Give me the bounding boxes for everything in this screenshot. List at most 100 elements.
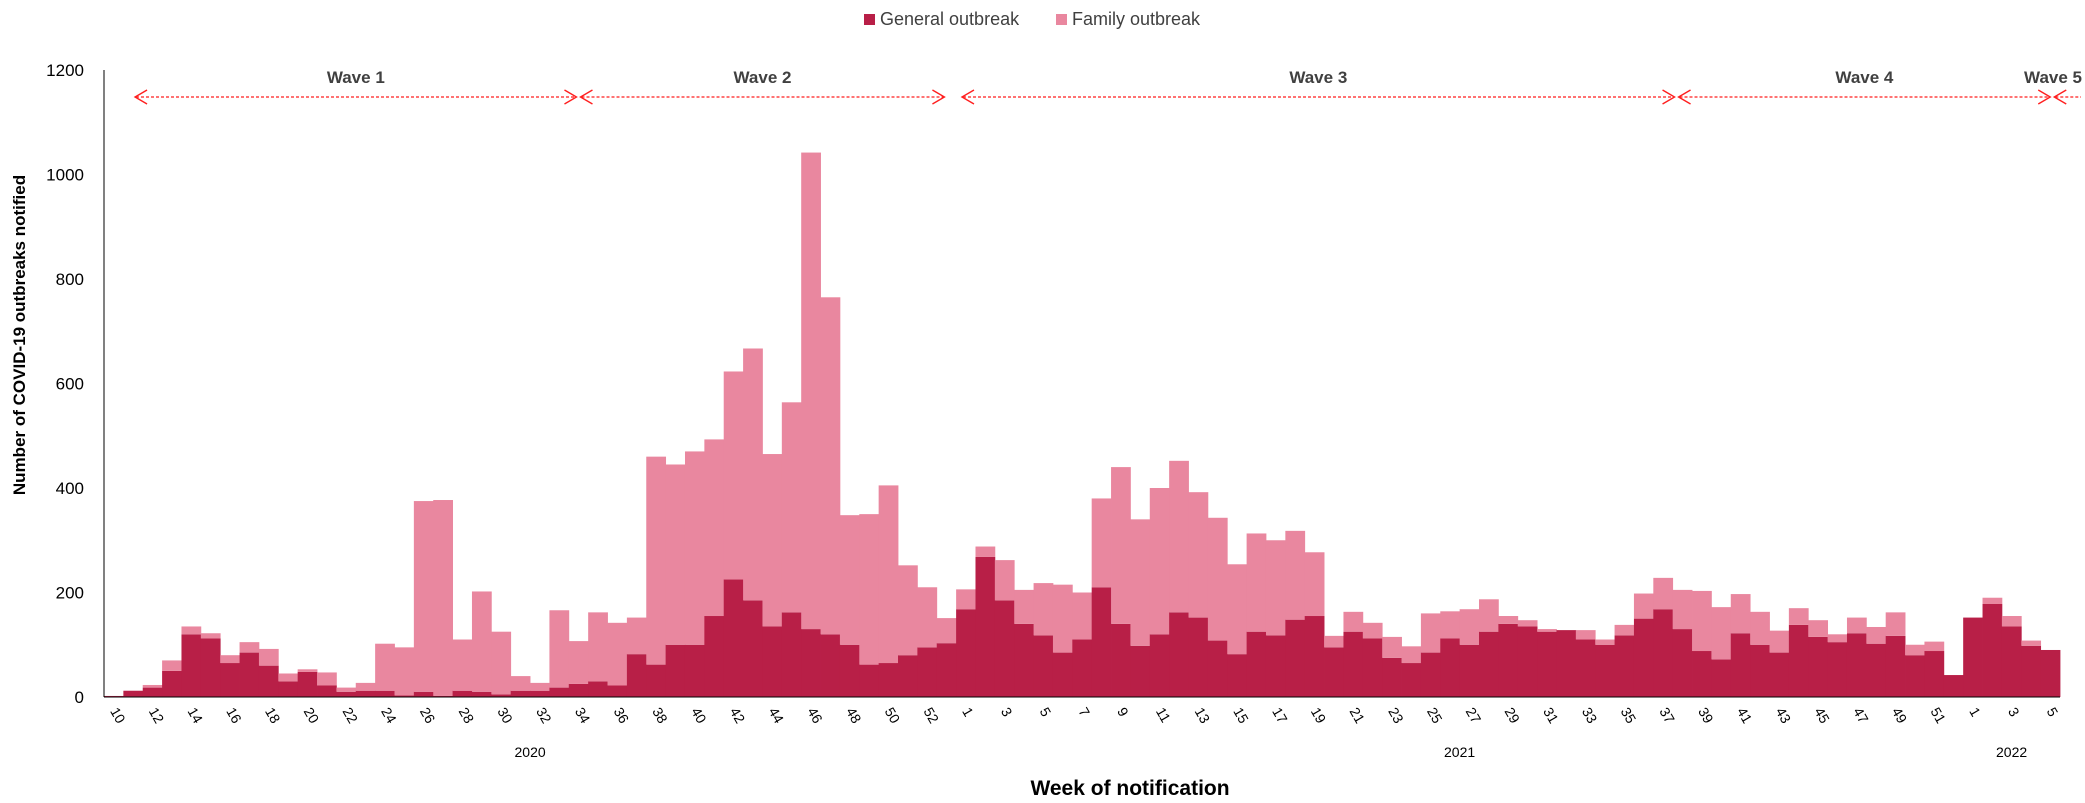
bar-family-outbreak [1285, 530, 1306, 620]
bar-general-outbreak [1188, 617, 1209, 697]
x-tick-label: 47 [1850, 705, 1872, 727]
bar-general-outbreak [1885, 635, 1906, 697]
x-tick-label: 13 [1192, 705, 1214, 727]
bar-family-outbreak [375, 643, 395, 691]
bar-general-outbreak [123, 690, 144, 697]
bar-general-outbreak [626, 654, 647, 697]
x-tick-label: 9 [1114, 705, 1132, 720]
bar-general-outbreak [1963, 617, 1983, 697]
bar-family-outbreak [336, 687, 357, 692]
x-tick-labels: 10 12 14 16 18 20 22 24 26 28 30 32 34 36 38 40 42 44 46 48… [107, 705, 2061, 727]
bar-family-outbreak [1188, 492, 1209, 618]
x-tick-label: 17 [1269, 705, 1291, 727]
bar-family-outbreak [433, 500, 453, 696]
x-tick-label: 49 [1889, 705, 1911, 727]
wave-label: Wave 4 [1835, 68, 1894, 87]
x-tick-label: 25 [1424, 705, 1446, 727]
wave-arrow-head-right [1662, 89, 1676, 105]
bar-general-outbreak [1052, 652, 1073, 697]
bar-general-outbreak [1672, 629, 1693, 697]
bar-general-outbreak [1014, 623, 1034, 697]
bar-family-outbreak [1304, 552, 1325, 617]
bar-family-outbreak [2021, 640, 2042, 646]
bar-general-outbreak [1265, 635, 1286, 697]
x-tick-label: 10 [107, 705, 129, 727]
bar-family-outbreak [626, 617, 647, 655]
x-tick-label: 50 [882, 705, 904, 727]
bar-general-outbreak [839, 644, 860, 697]
bar-family-outbreak [317, 672, 337, 686]
bar-general-outbreak [646, 664, 667, 697]
bar-family-outbreak [568, 641, 589, 684]
legend-label-general: General outbreak [880, 9, 1020, 29]
bar-family-outbreak [588, 612, 608, 682]
bar-family-outbreak [162, 660, 182, 671]
bar-family-outbreak [1324, 635, 1344, 648]
bar-general-outbreak [1711, 659, 1732, 697]
bar-family-outbreak [1227, 564, 1248, 655]
bar-family-outbreak [936, 618, 957, 644]
bar-general-outbreak [1498, 623, 1519, 697]
bar-family-outbreak [1265, 540, 1286, 636]
bar-general-outbreak [994, 600, 1015, 697]
bar-general-outbreak [1575, 639, 1596, 697]
bar-family-outbreak [1537, 629, 1557, 632]
bar-family-outbreak [1207, 517, 1228, 641]
bar-family-outbreak [1382, 636, 1402, 658]
legend: General outbreak Family outbreak [864, 9, 1201, 29]
x-tick-label: 20 [301, 705, 323, 727]
bar-general-outbreak [936, 643, 957, 697]
bar-general-outbreak [1692, 651, 1712, 697]
x-tick-label: 11 [1153, 705, 1174, 726]
year-labels: 2020 2021 2022 [515, 744, 2028, 760]
bar-general-outbreak [1420, 652, 1441, 697]
bar-general-outbreak [317, 685, 337, 697]
x-tick-label: 19 [1308, 705, 1330, 727]
bar-family-outbreak [1459, 609, 1480, 645]
bar-general-outbreak [607, 685, 628, 697]
bar-family-outbreak [1595, 639, 1615, 645]
bar-general-outbreak [413, 691, 434, 697]
axes-layer [103, 70, 2060, 698]
bar-general-outbreak [781, 612, 802, 697]
bar-family-outbreak [975, 546, 996, 557]
wave-arrow-head-left [579, 89, 593, 105]
x-tick-label: 39 [1695, 705, 1717, 727]
bar-general-outbreak [1207, 640, 1228, 697]
bar-general-outbreak [471, 691, 492, 697]
x-tick-label: 7 [1075, 705, 1093, 720]
bar-family-outbreak [510, 676, 531, 691]
bar-family-outbreak [1924, 641, 1945, 652]
y-tick-label: 1200 [46, 61, 84, 80]
x-tick-label: 3 [998, 705, 1016, 720]
bar-general-outbreak [355, 690, 376, 697]
bar-general-outbreak [1866, 643, 1887, 697]
bar-general-outbreak [549, 687, 570, 697]
bar-family-outbreak [1149, 488, 1170, 635]
bar-family-outbreak [1905, 644, 1925, 656]
bar-general-outbreak [1072, 639, 1093, 697]
bar-general-outbreak [1246, 631, 1267, 697]
bar-general-outbreak [452, 690, 473, 697]
x-tick-label: 26 [417, 705, 439, 727]
bar-general-outbreak [336, 691, 357, 697]
bar-family-outbreak [1885, 612, 1906, 636]
bar-general-outbreak [1595, 644, 1615, 697]
x-tick-label: 51 [1928, 705, 1950, 727]
bar-general-outbreak [878, 663, 899, 697]
x-tick-label: 15 [1230, 705, 1252, 727]
wave-arrow-head-left [1677, 89, 1691, 105]
bar-general-outbreak [530, 690, 550, 697]
bar-family-outbreak [917, 587, 938, 648]
bar-general-outbreak [1750, 644, 1770, 697]
bar-general-outbreak [1653, 609, 1674, 697]
bar-general-outbreak [1730, 633, 1751, 697]
bar-family-outbreak [1769, 630, 1790, 653]
bar-family-outbreak [1750, 611, 1770, 645]
bar-general-outbreak [1517, 626, 1538, 697]
wave-label: Wave 5 [2024, 68, 2082, 87]
bar-family-outbreak [1072, 592, 1093, 640]
bar-family-outbreak [1653, 577, 1674, 610]
